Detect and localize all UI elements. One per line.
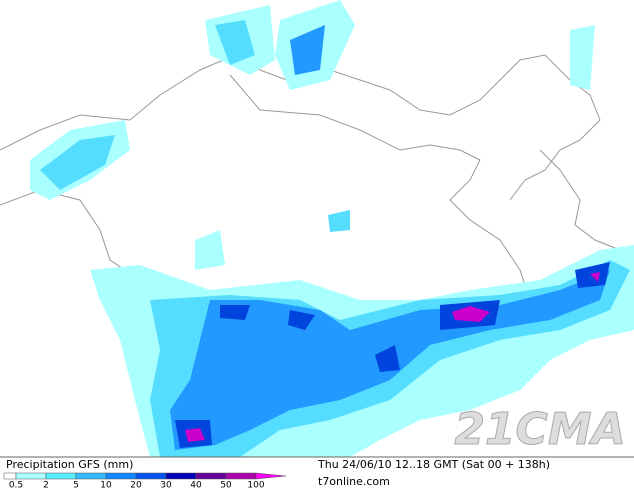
legend-label: 50 [220,481,232,490]
legend-swatch [45,472,77,480]
legend-label: 20 [130,481,142,490]
legend-label: 5 [73,481,79,490]
watermark: 21CMA [454,404,625,455]
border-line [0,54,601,201]
legend-label: 40 [190,481,202,490]
legend-swatch [255,472,287,480]
legend-swatch [225,472,257,480]
legend-label: 100 [247,481,264,490]
legend-swatch [75,472,107,480]
border-line [539,149,621,251]
rain-area [215,20,255,65]
rain-area [290,25,325,75]
legend-swatch [3,472,17,480]
rain-area [195,230,225,270]
legend-title: Precipitation GFS (mm) [6,458,133,471]
border-line [229,74,531,301]
legend-swatch [165,472,197,480]
rain-area [40,135,115,190]
rain-area [570,25,595,90]
legend-label: 0.5 [9,481,23,490]
legend-label: 2 [43,481,49,490]
legend-swatch [15,472,47,480]
legend: 0.5 2 5 10 20 30 40 50 100 [3,472,287,490]
precipitation [30,0,634,457]
legend-swatch [135,472,167,480]
legend-label: 10 [100,481,112,490]
forecast-time: Thu 24/06/10 12..18 GMT (Sat 00 + 138h) [317,458,550,471]
rain-area [328,210,350,232]
rain-area [175,262,610,448]
legend-label: 30 [160,481,172,490]
legend-swatch [105,472,137,480]
legend-swatch [195,472,227,480]
source: t7online.com [318,475,390,488]
